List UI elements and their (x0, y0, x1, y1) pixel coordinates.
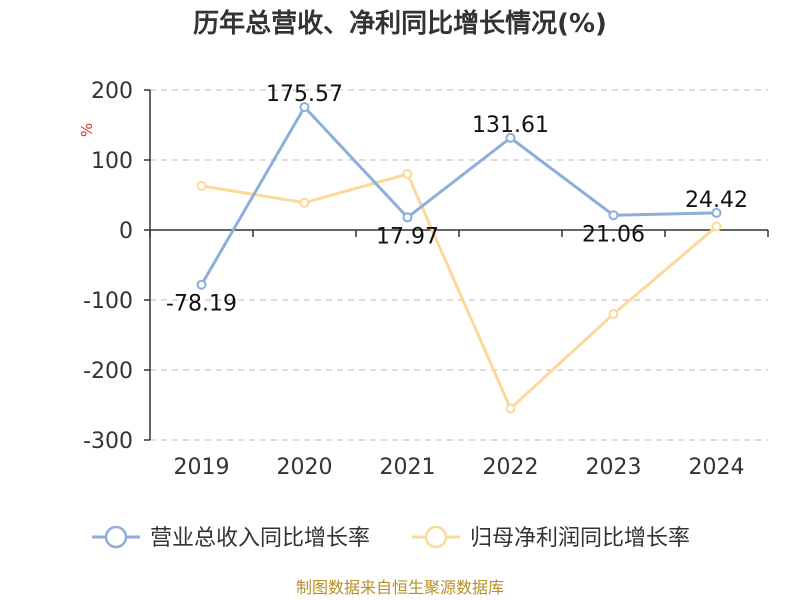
chart-title: 历年总营收、净利同比增长情况(%) (193, 8, 607, 39)
legend-label: 营业总收入同比增长率 (150, 526, 370, 551)
series-line-0 (200, 105, 717, 286)
series-point-0 (299, 102, 310, 113)
data-label: 24.42 (685, 188, 748, 213)
data-label: 131.61 (472, 113, 549, 138)
legend-swatch-marker (424, 525, 448, 549)
data-label: 175.57 (266, 82, 343, 107)
x-tick-label: 2024 (689, 455, 745, 480)
series-point-1 (711, 221, 722, 232)
series-line-1 (201, 172, 718, 410)
x-tick-label: 2019 (174, 455, 230, 480)
x-tick-label: 2020 (277, 455, 333, 480)
series-point-0 (196, 279, 207, 290)
y-axis-unit: % (78, 123, 96, 137)
x-tick-label: 2023 (586, 455, 642, 480)
data-label: 17.97 (376, 224, 439, 249)
legend-swatch-marker (104, 525, 128, 549)
series-point-1 (299, 197, 310, 208)
series-point-1 (608, 309, 619, 319)
data-labels: -78.19 175.57 17.97 131.61 21.06 24.42 (166, 82, 748, 317)
legend-label: 归母净利润同比增长率 (470, 526, 690, 551)
data-label: 21.06 (582, 222, 645, 247)
series-point-0 (608, 210, 619, 221)
series-point-0 (402, 212, 413, 223)
series-point-1 (402, 169, 413, 179)
source-note: 制图数据来自恒生聚源数据库 (296, 578, 504, 597)
series-point-1 (505, 403, 516, 414)
series-point-1 (196, 180, 207, 191)
y-tick-label: 100 (91, 149, 133, 174)
x-tick-label: 2021 (380, 455, 436, 480)
axes: 200 100 0 -100 -200 -300 2019 2020 2021 2022 2023 2… (83, 79, 769, 480)
y-tick-label: 0 (119, 219, 133, 244)
grid-lines (150, 89, 768, 441)
data-label: -78.19 (166, 292, 237, 317)
y-tick-label: -300 (83, 429, 133, 454)
series-point-0 (711, 207, 722, 218)
y-tick-label: -200 (83, 359, 133, 384)
x-tick-label: 2022 (483, 455, 539, 480)
y-tick-label: 200 (91, 79, 133, 104)
series-lines (196, 102, 722, 414)
y-tick-label: -100 (83, 289, 133, 314)
legend: 营业总收入同比增长率 归母净利润同比增长率 (92, 525, 690, 551)
series-point-0 (505, 132, 516, 143)
